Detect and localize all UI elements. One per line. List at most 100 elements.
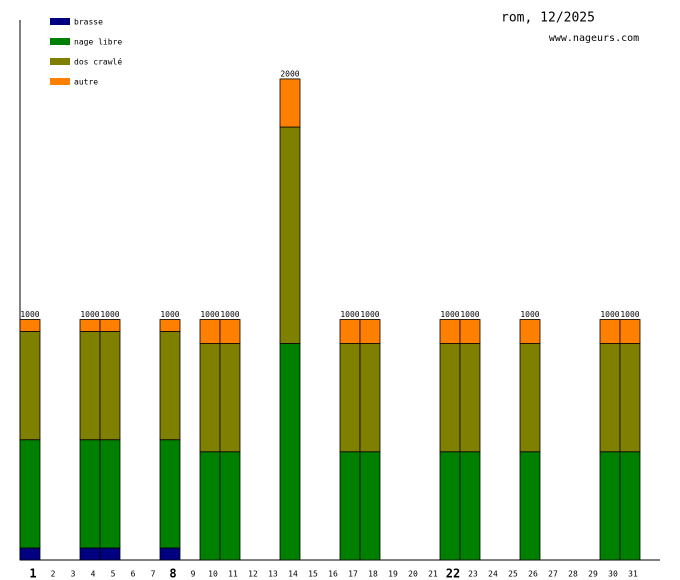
bar-segment	[79, 547, 101, 561]
x-tick-label: 27	[548, 570, 558, 579]
chart-subtitle: www.nageurs.com	[549, 33, 639, 44]
x-tick-label: 12	[248, 570, 258, 579]
bar-segment	[439, 451, 461, 561]
x-tick-label: 21	[428, 570, 438, 579]
bar-segment	[459, 451, 481, 561]
x-tick-label: 11	[228, 570, 238, 579]
bar-segment	[199, 451, 221, 561]
bar-segment	[279, 78, 301, 128]
bar-segment	[279, 343, 301, 561]
legend-label: autre	[74, 78, 98, 87]
bar-segment	[439, 319, 461, 344]
bar-total-label: 1000	[220, 310, 239, 319]
bar-total-label: 2000	[280, 69, 299, 78]
x-tick-label: 19	[388, 570, 398, 579]
x-tick-label: 26	[528, 570, 538, 579]
x-tick-label: 24	[488, 570, 498, 579]
legend-label: brasse	[74, 18, 103, 27]
bar-segment	[619, 343, 641, 453]
x-tick-label: 7	[151, 570, 156, 579]
x-tick-label: 31	[628, 570, 638, 579]
bar-segment	[599, 319, 621, 344]
bar-segment	[519, 451, 541, 561]
bar-segment	[159, 319, 181, 332]
bar-segment	[199, 343, 221, 453]
x-tick-label: 20	[408, 570, 418, 579]
bar-segment	[19, 319, 41, 332]
bar-segment	[159, 547, 181, 561]
bar-segment	[79, 331, 101, 441]
x-tick-label: 29	[588, 570, 598, 579]
chart-title: rom, 12/2025	[501, 11, 595, 26]
bar-segment	[339, 451, 361, 561]
legend-label: dos crawlé	[74, 57, 122, 67]
bar-segment	[519, 319, 541, 344]
bar-segment	[19, 331, 41, 441]
x-tick-label: 23	[468, 570, 478, 579]
bar-total-label: 1000	[620, 310, 639, 319]
bar-segment	[359, 343, 381, 453]
x-tick-label: 10	[208, 570, 218, 579]
x-tick-label: 8	[169, 567, 176, 580]
legend-swatch	[50, 58, 70, 65]
x-tick-label: 4	[91, 570, 96, 579]
legend-swatch	[50, 38, 70, 45]
bar-segment	[79, 319, 101, 332]
x-tick-label: 17	[348, 570, 358, 579]
x-tick-label: 22	[446, 567, 460, 580]
x-tick-label: 6	[131, 570, 136, 579]
bar-segment	[619, 319, 641, 344]
x-tick-label: 28	[568, 570, 578, 579]
bar-segment	[19, 439, 41, 549]
bar-total-label: 1000	[520, 310, 539, 319]
bar-segment	[159, 331, 181, 441]
bar-total-label: 1000	[340, 310, 359, 319]
bar-segment	[599, 343, 621, 453]
bar-segment	[619, 451, 641, 561]
bar-segment	[99, 439, 121, 549]
bar-total-label: 1000	[600, 310, 619, 319]
bar-segment	[359, 319, 381, 344]
bar-segment	[199, 319, 221, 344]
bar-segment	[279, 126, 301, 344]
x-tick-label: 18	[368, 570, 378, 579]
x-tick-label: 2	[51, 570, 56, 579]
bar-segment	[159, 439, 181, 549]
x-tick-label: 30	[608, 570, 618, 579]
legend-label: nage libre	[74, 38, 122, 47]
bar-total-label: 1000	[460, 310, 479, 319]
bar-segment	[339, 343, 361, 453]
bar-segment	[459, 319, 481, 344]
bar-segment	[99, 547, 121, 561]
x-tick-label: 5	[111, 570, 116, 579]
bar-segment	[219, 343, 241, 453]
legend-swatch	[50, 18, 70, 25]
x-tick-label: 14	[288, 570, 298, 579]
bar-total-label: 1000	[20, 310, 39, 319]
bar-segment	[339, 319, 361, 344]
bar-total-label: 1000	[160, 310, 179, 319]
bar-segment	[219, 319, 241, 344]
bar-segment	[519, 343, 541, 453]
x-tick-label: 9	[191, 570, 196, 579]
bar-segment	[79, 439, 101, 549]
x-tick-label: 13	[268, 570, 278, 579]
bar-segment	[219, 451, 241, 561]
legend-swatch	[50, 78, 70, 85]
bar-total-label: 1000	[200, 310, 219, 319]
bar-segment	[99, 319, 121, 332]
bar-segment	[99, 331, 121, 441]
bar-segment	[459, 343, 481, 453]
x-tick-label: 25	[508, 570, 518, 579]
bar-total-label: 1000	[80, 310, 99, 319]
bar-segment	[599, 451, 621, 561]
x-tick-label: 1	[29, 567, 36, 580]
x-tick-label: 3	[71, 570, 76, 579]
x-tick-label: 15	[308, 570, 318, 579]
bar-segment	[359, 451, 381, 561]
bar-total-label: 1000	[440, 310, 459, 319]
bar-total-label: 1000	[360, 310, 379, 319]
bar-segment	[19, 547, 41, 561]
x-tick-label: 16	[328, 570, 338, 579]
